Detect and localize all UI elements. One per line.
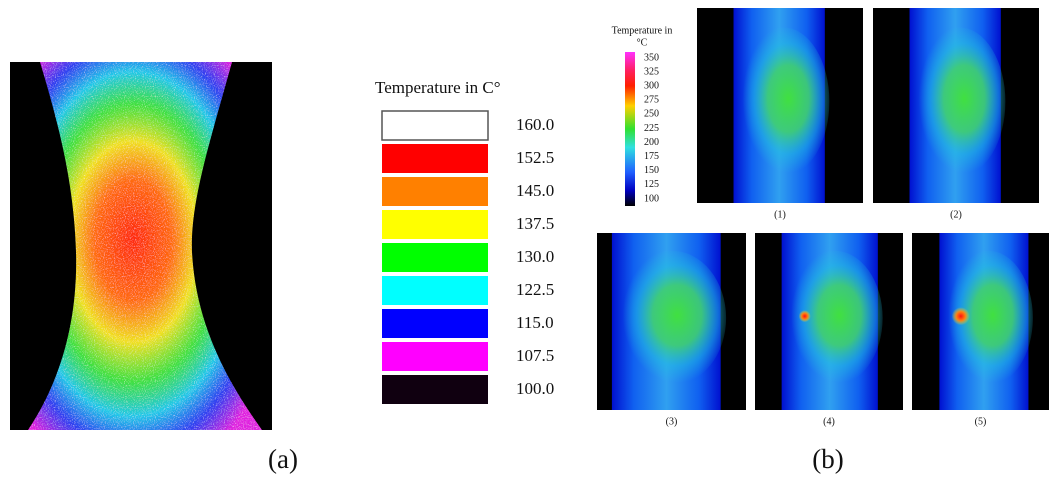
color-bar (625, 52, 635, 206)
color-bar-tick-label: 100 (644, 193, 659, 204)
thermal-images: (1) (2) (3) (4) (5) (597, 8, 1049, 427)
legend-swatch (382, 177, 488, 206)
legend-title: Temperature in (612, 25, 673, 36)
panel-label: (a) (268, 444, 298, 474)
legend-label: 107.5 (516, 346, 554, 365)
legend-label: 115.0 (516, 313, 554, 332)
heat-glow (943, 250, 1033, 386)
panel-label: (b) (812, 444, 843, 474)
thermal-image (597, 233, 746, 410)
legend-label: 160.0 (516, 115, 554, 134)
image-label: (3) (666, 416, 678, 427)
legend-swatch (382, 309, 488, 338)
legend-swatch (382, 210, 488, 239)
thermal-image (697, 8, 863, 203)
hot-spot (798, 310, 811, 323)
legend-label: 145.0 (516, 181, 554, 200)
legend-swatch (382, 243, 488, 272)
image-label: (2) (950, 209, 962, 220)
color-bar-tick-label: 175 (644, 151, 659, 162)
legend-label: 122.5 (516, 280, 554, 299)
legend-swatch (382, 375, 488, 404)
hot-spot (951, 307, 970, 326)
color-bar-tick-label: 350 (644, 52, 659, 63)
legend-swatch (382, 342, 488, 371)
thermal-image (755, 233, 903, 410)
thermal-image (873, 8, 1039, 203)
legend-label: 137.5 (516, 214, 554, 233)
color-bar-tick-label: 300 (644, 80, 659, 91)
image-label: (4) (823, 416, 835, 427)
image-label: (1) (774, 209, 786, 220)
legend-title: Temperature in C° (375, 78, 501, 97)
legend: 160.0 152.5 145.0 137.5 130.0 122.5 115.0 107.5… (381, 110, 554, 404)
heat-glow (738, 27, 830, 176)
legend-swatch (382, 144, 488, 173)
color-bar-tick-label: 150 (644, 165, 659, 176)
color-bar-tick-label: 250 (644, 109, 659, 120)
image-label: (5) (975, 416, 987, 427)
heat-glow (786, 250, 883, 386)
thermal-image (912, 233, 1049, 410)
color-bar-tick-label: 225 (644, 123, 659, 134)
color-bar-tick-label: 125 (644, 179, 659, 190)
thermal-image-a (10, 62, 272, 430)
color-bar-tick-label: 325 (644, 66, 659, 77)
color-bar-tick-label: 200 (644, 137, 659, 148)
legend-title: °C (637, 37, 648, 48)
heat-glow (617, 250, 727, 386)
legend-label: 152.5 (516, 148, 554, 167)
legend-swatch (382, 276, 488, 305)
color-bar-ticks: 350 325 300 275 250 225 200 175 150 125 100 (644, 52, 659, 204)
heat-glow (914, 27, 1006, 176)
color-bar-tick-label: 275 (644, 95, 659, 106)
legend-label: 130.0 (516, 247, 554, 266)
legend-swatch (381, 110, 489, 141)
legend-label: 100.0 (516, 379, 554, 398)
